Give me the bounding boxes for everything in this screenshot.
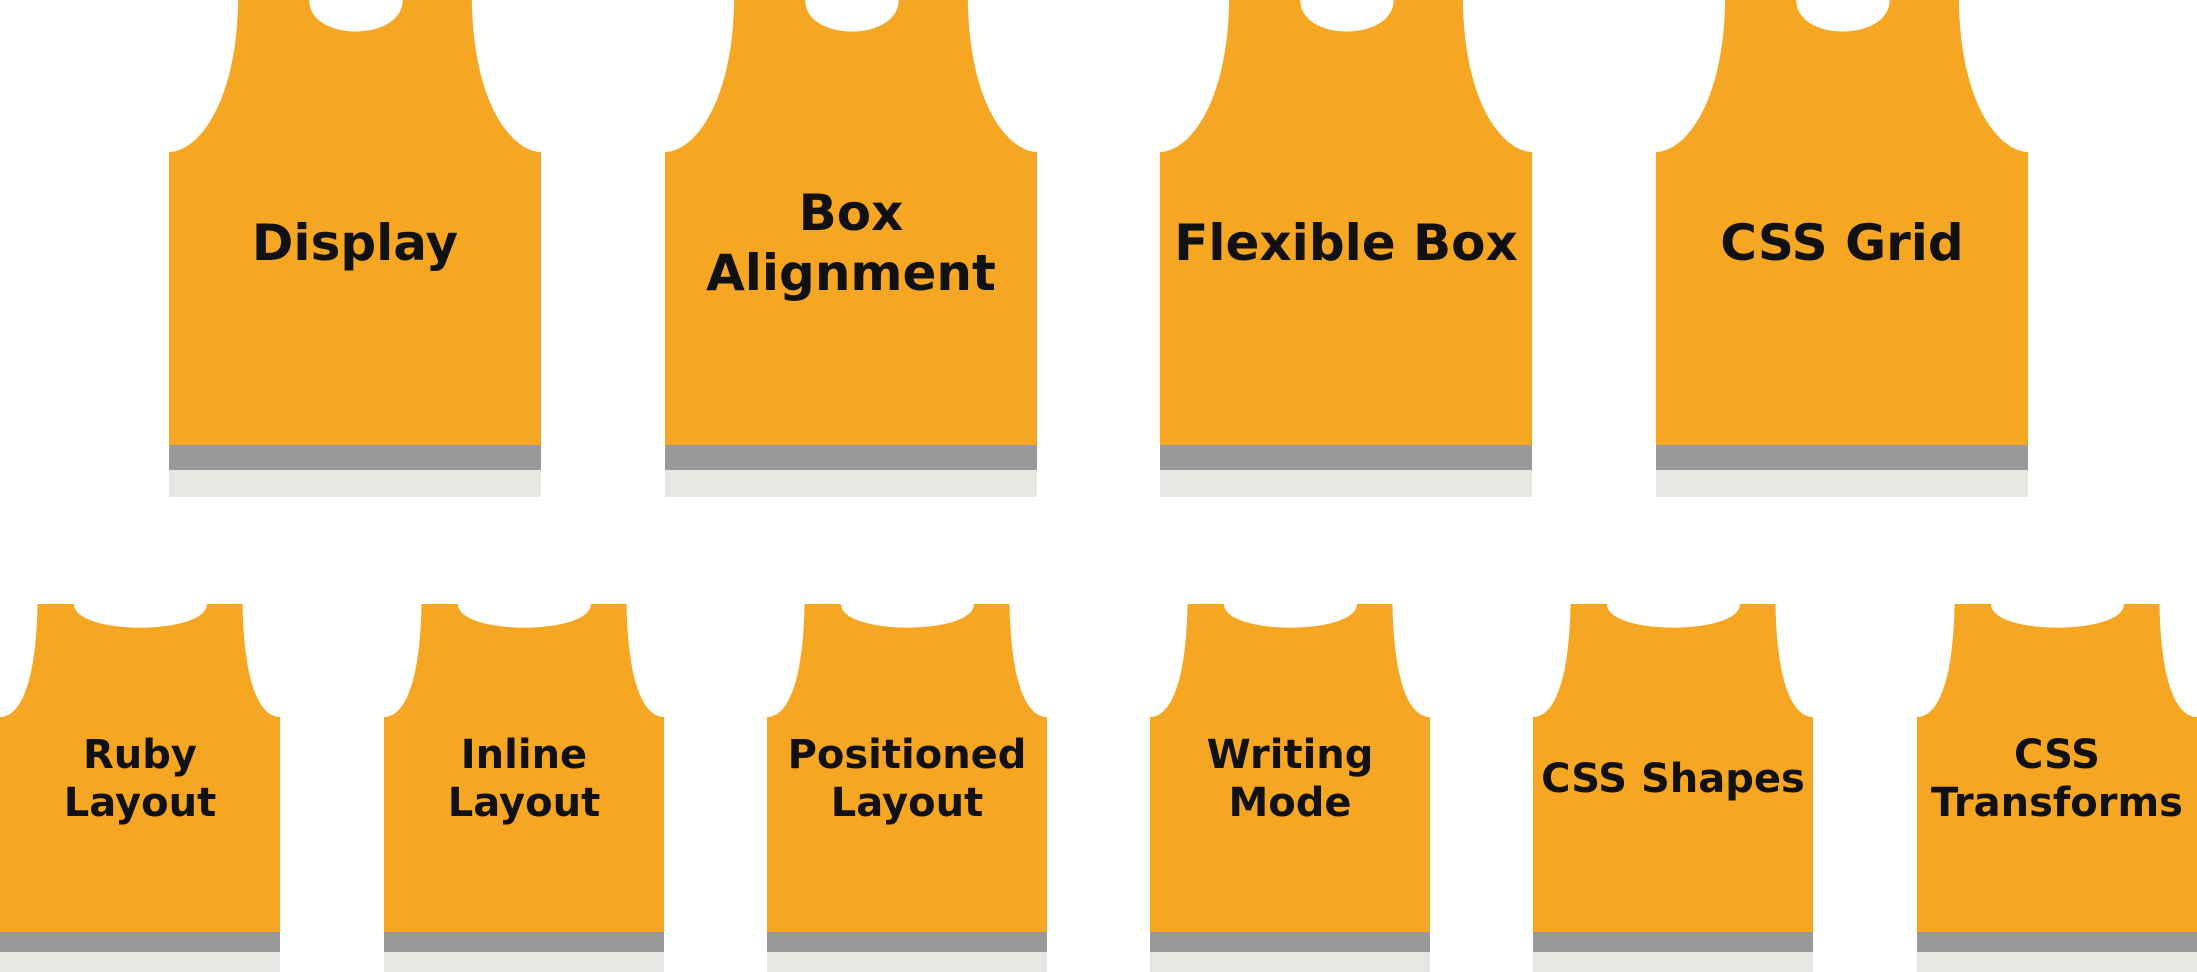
jersey-label: CSS Grid: [1720, 213, 1964, 272]
jersey-hem: [169, 470, 541, 497]
jersey-label: Box Alignment: [706, 183, 996, 302]
jersey-shape: [1150, 604, 1430, 972]
jersey-hem: [384, 952, 664, 972]
jersey-band: [1656, 445, 2028, 470]
jersey-shape: [665, 0, 1037, 497]
jersey-display: Display: [169, 0, 541, 497]
jersey-hem: [1160, 470, 1532, 497]
jersey-label: CSS Transforms: [1931, 732, 2183, 826]
jersey-hem: [1656, 470, 2028, 497]
jersey-band: [767, 932, 1047, 952]
jersey-shape: [1533, 604, 1813, 972]
jersey-hem: [665, 470, 1037, 497]
jersey-flexible-box: Flexible Box: [1160, 0, 1532, 497]
jersey-positioned-layout: Positioned Layout: [767, 604, 1047, 972]
jersey-band: [1533, 932, 1813, 952]
jersey-body: [384, 604, 664, 932]
jersey-css-shapes: CSS Shapes: [1533, 604, 1813, 972]
jersey-css-grid: CSS Grid: [1656, 0, 2028, 497]
jersey-label: Positioned Layout: [787, 732, 1027, 826]
jersey-hem: [0, 952, 280, 972]
jersey-body: [665, 0, 1037, 445]
jersey-body: [767, 604, 1047, 932]
jersey-css-transforms: CSS Transforms: [1917, 604, 2197, 972]
jersey-hem: [767, 952, 1047, 972]
jersey-hem: [1917, 952, 2197, 972]
jersey-label: Flexible Box: [1174, 213, 1518, 272]
jersey-body: [1533, 604, 1813, 932]
jersey-inline-layout: Inline Layout: [384, 604, 664, 972]
jersey-band: [1160, 445, 1532, 470]
jersey-band: [1150, 932, 1430, 952]
jersey-label: Display: [251, 213, 459, 272]
jersey-band: [0, 932, 280, 952]
jersey-band: [665, 445, 1037, 470]
jersey-body: [0, 604, 280, 932]
jersey-box-alignment: Box Alignment: [665, 0, 1037, 497]
jersey-writing-mode: Writing Mode: [1150, 604, 1430, 972]
jersey-hem: [1533, 952, 1813, 972]
jersey-body: [1656, 0, 2028, 445]
jersey-shape: [0, 604, 280, 972]
jersey-body: [1917, 604, 2197, 932]
jersey-label: Inline Layout: [447, 732, 601, 826]
jersey-label: Ruby Layout: [63, 732, 217, 826]
jersey-ruby-layout: Ruby Layout: [0, 604, 280, 972]
jersey-body: [1150, 604, 1430, 932]
jersey-label: Writing Mode: [1206, 732, 1374, 826]
jersey-shape: [1917, 604, 2197, 972]
jersey-label: CSS Shapes: [1541, 756, 1805, 802]
jersey-body: [1160, 0, 1532, 445]
jersey-body: [169, 0, 541, 445]
jersey-band: [1917, 932, 2197, 952]
jersey-band: [384, 932, 664, 952]
jersey-shape: [767, 604, 1047, 972]
jersey-shape: [1656, 0, 2028, 497]
jersey-shape: [1160, 0, 1532, 497]
jersey-band: [169, 445, 541, 470]
jersey-shape: [384, 604, 664, 972]
jersey-shape: [169, 0, 541, 497]
jersey-hem: [1150, 952, 1430, 972]
